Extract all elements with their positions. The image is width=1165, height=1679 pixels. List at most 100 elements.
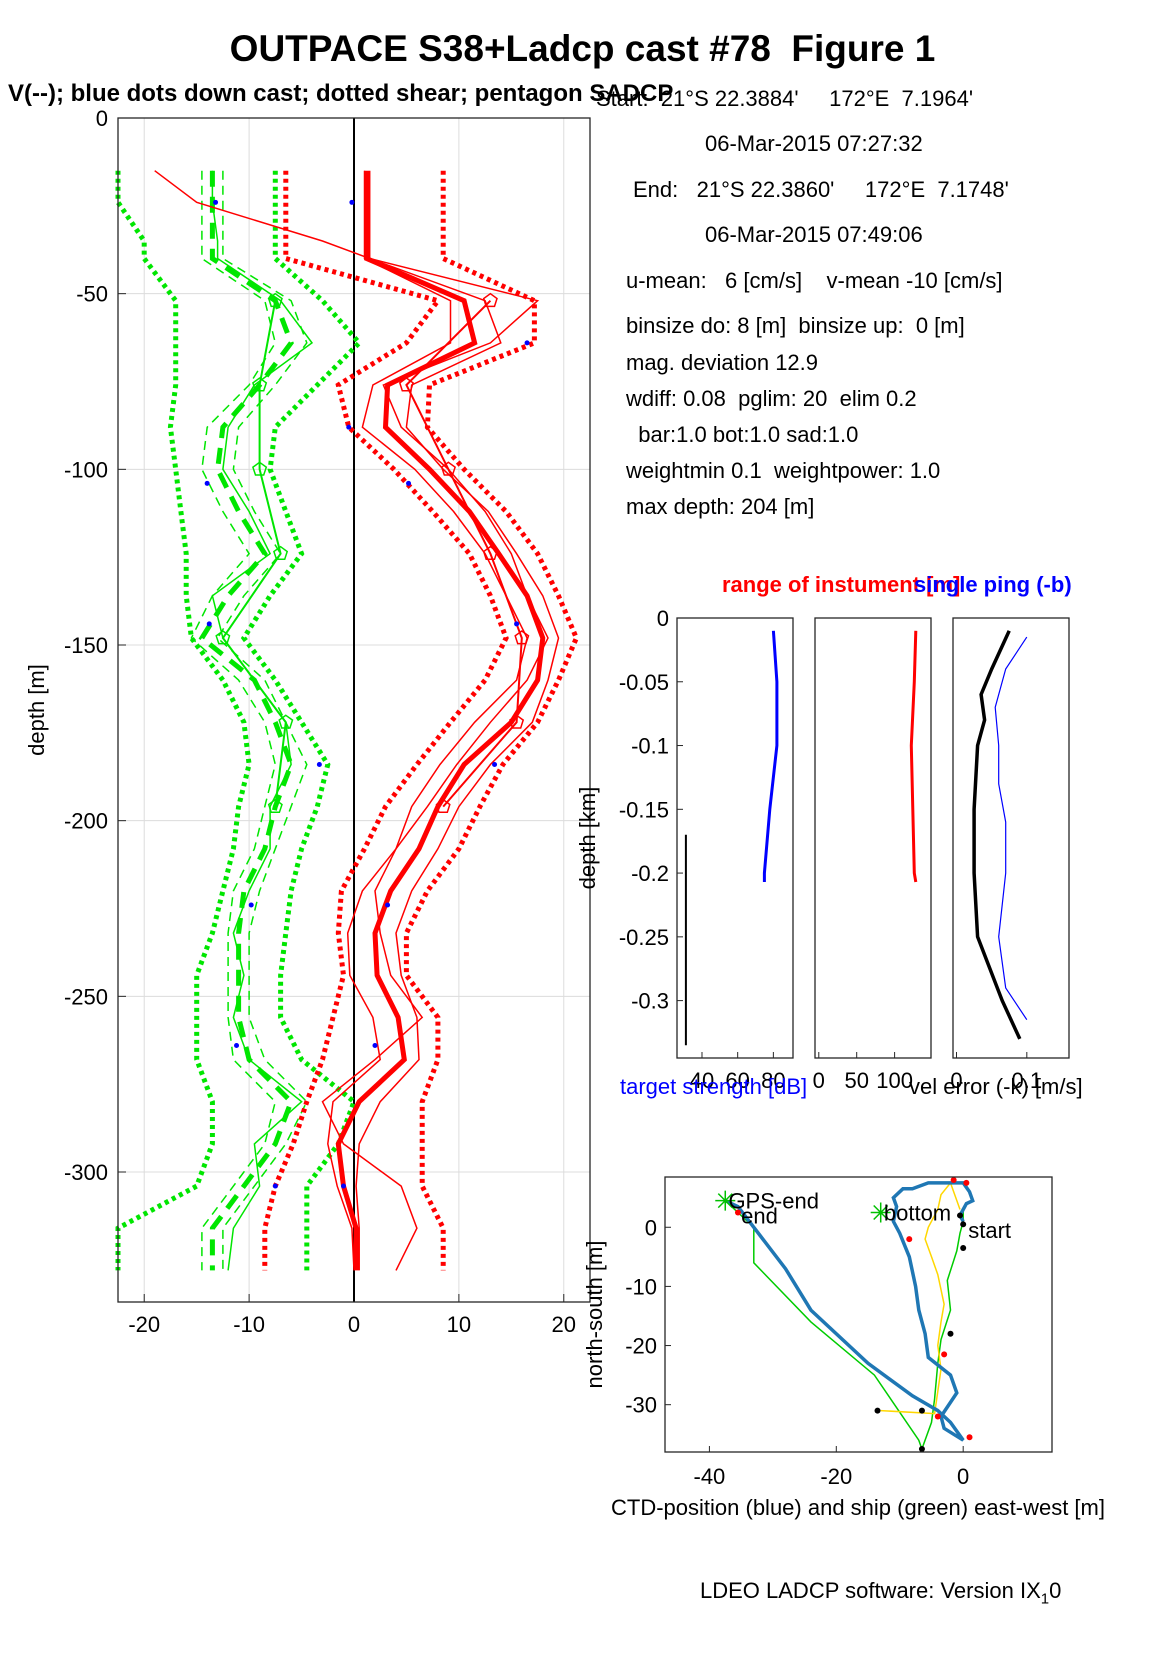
- diag-xtick-label: 0: [813, 1068, 825, 1093]
- wdiff-info: wdiff: 0.08 pglim: 20 elim 0.2: [626, 386, 917, 411]
- end-position: End: 21°S 22.3860' 172°E 7.1748': [633, 177, 1009, 202]
- diag-panel-1: [677, 618, 793, 1058]
- profile-ytick-label: -200: [64, 809, 108, 834]
- downcast-dot: [272, 1183, 278, 1189]
- downcast-dot: [372, 1043, 378, 1049]
- track-marker-red: [966, 1434, 973, 1441]
- track-marker-red: [734, 1209, 741, 1216]
- track-marker-black: [957, 1212, 964, 1219]
- v-sadcp-pentagon: [252, 461, 268, 476]
- track-marker-red: [906, 1236, 913, 1243]
- track-marker-red: [934, 1413, 941, 1420]
- u-sadcp-pentagon: [514, 630, 530, 645]
- u-sadcp-pentagon: [440, 461, 456, 476]
- track-marker-red: [941, 1351, 948, 1358]
- profile-ytick-label: -150: [64, 633, 108, 658]
- u-lower-bound: [327, 170, 528, 1271]
- diag-panel-3: [953, 618, 1069, 1058]
- track-marker-red: [950, 1176, 957, 1183]
- gps-end-label: GPS-end: [728, 1189, 819, 1214]
- track-marker-black: [918, 1446, 925, 1453]
- v-shear-upper: [240, 170, 363, 1271]
- position-xtick-label: -40: [694, 1464, 726, 1489]
- diag-frame-2: [814, 617, 932, 1059]
- profile-ytick-label: -300: [64, 1160, 108, 1185]
- bar-info: bar:1.0 bot:1.0 sad:1.0: [626, 422, 859, 447]
- downcast-dot: [492, 761, 498, 767]
- downcast-dot: [206, 621, 212, 627]
- v-mean-profile: [198, 170, 295, 1271]
- u-sadcp-line: [405, 299, 523, 808]
- u-shear-upper: [403, 170, 580, 1271]
- ts-xlabel: target strength [dB]: [620, 1074, 807, 1099]
- position-xtick-label: -20: [820, 1464, 852, 1489]
- v-upper-bound: [216, 170, 308, 1271]
- start-label: start: [968, 1218, 1011, 1243]
- software-version: LDEO LADCP software: Version IX10: [700, 1578, 1061, 1607]
- profile-ytick-label: -50: [76, 282, 108, 307]
- profile-xtick-label: -20: [128, 1312, 160, 1337]
- position-star-marker: [715, 1190, 736, 1211]
- u-sadcp-pentagon: [435, 798, 451, 814]
- start-time: 06-Mar-2015 07:27:32: [705, 131, 923, 156]
- figure-title: OUTPACE S38+Ladcp cast #78 Figure 1: [229, 28, 936, 69]
- downcast-dot: [213, 199, 219, 205]
- max-depth: max depth: 204 [m]: [626, 494, 815, 519]
- v-lower-bound: [190, 170, 277, 1271]
- diag-xtick-label: 50: [844, 1068, 868, 1093]
- ts-ytick-label: 0: [657, 606, 669, 631]
- downcast-dot: [341, 1183, 347, 1189]
- diag-xtick-label: 0.1: [1012, 1068, 1043, 1093]
- u-shear-lower: [262, 170, 509, 1271]
- vel-error-single-ping-line: [994, 636, 1028, 1021]
- profile-ylabel: depth [m]: [24, 664, 49, 756]
- v-sadcp-pentagon: [215, 630, 231, 645]
- ts-ytick-label: -0.15: [619, 797, 669, 822]
- profile-xtick-label: 0: [348, 1312, 360, 1337]
- vel-error-xlabel: vel error (-k) [m/s]: [909, 1074, 1083, 1099]
- target-strength-line: [762, 630, 779, 882]
- diag-xtick-label: 80: [761, 1068, 785, 1093]
- diag-xtick-label: 60: [725, 1068, 749, 1093]
- profile-ytick-label: 0: [96, 106, 108, 131]
- vel-error-line: [972, 630, 1022, 1040]
- v-sadcp-pentagon: [273, 545, 289, 561]
- ts-ytick-label: -0.3: [631, 989, 669, 1014]
- software-suffix: 0: [1049, 1578, 1062, 1603]
- weight-info: weightmin 0.1 weightpower: 1.0: [626, 458, 941, 483]
- binsize-info: binsize do: 8 [m] binsize up: 0 [m]: [626, 313, 965, 338]
- end-label: end: [741, 1203, 778, 1228]
- profile-xtick-label: 20: [552, 1312, 576, 1337]
- end-time: 06-Mar-2015 07:49:06: [705, 222, 923, 247]
- position-xtick-label: 0: [957, 1464, 969, 1489]
- track-marker-black: [918, 1407, 925, 1414]
- mean-velocity: u-mean: 6 [cm/s] v-mean -10 [cm/s]: [626, 268, 1003, 293]
- v-sadcp-pentagon: [278, 714, 294, 729]
- ship-track: [724, 1200, 964, 1452]
- mag-deviation: mag. deviation 12.9: [626, 350, 819, 375]
- v-sadcp-pentagon: [252, 377, 268, 392]
- u-upper-bound: [355, 170, 560, 1271]
- start-position: Start: 21°S 22.3884' 172°E 7.1964': [596, 86, 974, 111]
- downcast-dot: [385, 902, 391, 908]
- ts-ytick-label: -0.25: [619, 925, 669, 950]
- diag-frame-3: [952, 617, 1070, 1059]
- downcast-dot: [524, 340, 530, 346]
- track-marker-red: [963, 1179, 970, 1186]
- range-title: range of instument [m]: [722, 572, 960, 597]
- diag-frame-1: [676, 617, 794, 1059]
- position-ytick-label: -10: [625, 1274, 657, 1299]
- diag-panel-2: [815, 618, 931, 1058]
- diag-xtick-label: 100: [876, 1068, 913, 1093]
- ts-ytick-label: -0.2: [631, 861, 669, 886]
- profile-ytick-label: -250: [64, 984, 108, 1009]
- track-marker-black: [960, 1221, 967, 1228]
- track-marker-black: [960, 1244, 967, 1251]
- ts-ytick-label: -0.1: [631, 734, 669, 759]
- v-sadcp-line: [221, 300, 287, 807]
- profile-xtick-label: -10: [233, 1312, 265, 1337]
- range-line: [909, 630, 918, 883]
- position-ytick-label: -20: [625, 1334, 657, 1359]
- position-ytick-label: -30: [625, 1393, 657, 1418]
